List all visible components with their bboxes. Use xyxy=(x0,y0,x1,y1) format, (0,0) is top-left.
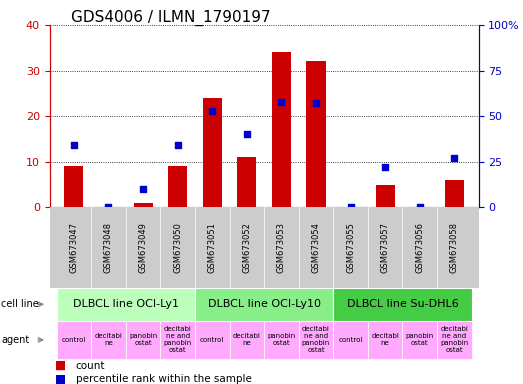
Text: GSM673049: GSM673049 xyxy=(139,222,147,273)
Text: GSM673053: GSM673053 xyxy=(277,222,286,273)
Text: GSM673058: GSM673058 xyxy=(450,222,459,273)
Text: cell line: cell line xyxy=(1,299,39,310)
Text: agent: agent xyxy=(1,335,29,345)
Text: decitabi
ne and
panobin
ostat: decitabi ne and panobin ostat xyxy=(164,326,192,353)
Bar xyxy=(168,166,187,207)
Point xyxy=(208,108,217,114)
Point xyxy=(450,155,459,161)
Text: ■: ■ xyxy=(55,373,66,384)
Point xyxy=(277,98,286,104)
Bar xyxy=(64,166,83,207)
Bar xyxy=(272,52,291,207)
Text: panobin
ostat: panobin ostat xyxy=(129,333,157,346)
Text: GSM673055: GSM673055 xyxy=(346,222,355,273)
Text: decitabi
ne: decitabi ne xyxy=(95,333,122,346)
Bar xyxy=(133,203,153,207)
Text: control: control xyxy=(62,337,86,343)
Bar xyxy=(376,185,395,207)
Text: decitabi
ne and
panobin
ostat: decitabi ne and panobin ostat xyxy=(440,326,469,353)
Point xyxy=(139,186,147,192)
Text: GDS4006 / ILMN_1790197: GDS4006 / ILMN_1790197 xyxy=(71,10,270,26)
Text: count: count xyxy=(76,361,105,371)
Text: panobin
ostat: panobin ostat xyxy=(406,333,434,346)
Point xyxy=(174,142,182,149)
Point xyxy=(312,100,320,106)
Text: decitabi
ne: decitabi ne xyxy=(233,333,261,346)
Text: percentile rank within the sample: percentile rank within the sample xyxy=(76,374,252,384)
Text: DLBCL line OCI-Ly10: DLBCL line OCI-Ly10 xyxy=(208,299,321,310)
Text: decitabi
ne: decitabi ne xyxy=(371,333,399,346)
Bar xyxy=(203,98,222,207)
Text: GSM673057: GSM673057 xyxy=(381,222,390,273)
Text: GSM673047: GSM673047 xyxy=(70,222,78,273)
Text: GSM673050: GSM673050 xyxy=(173,222,182,273)
Text: GSM673051: GSM673051 xyxy=(208,222,217,273)
Text: DLBCL line OCI-Ly1: DLBCL line OCI-Ly1 xyxy=(73,299,179,310)
Bar xyxy=(237,157,256,207)
Point xyxy=(346,204,355,210)
Text: GSM673056: GSM673056 xyxy=(415,222,424,273)
Text: ■: ■ xyxy=(55,359,66,372)
Text: GSM673052: GSM673052 xyxy=(242,222,252,273)
Point xyxy=(416,204,424,210)
Point xyxy=(381,164,389,170)
Text: decitabi
ne and
panobin
ostat: decitabi ne and panobin ostat xyxy=(302,326,330,353)
Text: control: control xyxy=(200,337,224,343)
Text: control: control xyxy=(338,337,363,343)
Point xyxy=(243,131,251,137)
Text: DLBCL line Su-DHL6: DLBCL line Su-DHL6 xyxy=(347,299,458,310)
Point xyxy=(104,204,112,210)
Point xyxy=(70,142,78,149)
Text: GSM673048: GSM673048 xyxy=(104,222,113,273)
Bar xyxy=(306,61,325,207)
Text: panobin
ostat: panobin ostat xyxy=(267,333,295,346)
Text: GSM673054: GSM673054 xyxy=(312,222,321,273)
Bar xyxy=(445,180,464,207)
